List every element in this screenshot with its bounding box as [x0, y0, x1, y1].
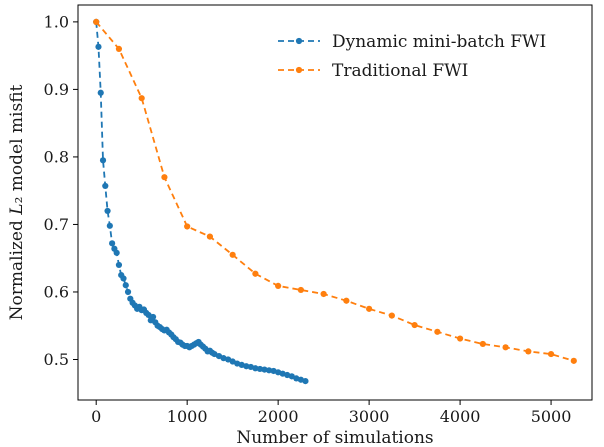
data-point-dynamic — [122, 282, 129, 289]
legend-label-dynamic: Dynamic mini-batch FWI — [332, 32, 546, 52]
y-tick-label: 0.8 — [44, 147, 69, 166]
legend-item-dynamic: Dynamic mini-batch FWI — [278, 32, 546, 52]
data-point-traditional — [547, 350, 555, 358]
legend-marker-dynamic — [295, 37, 303, 45]
legend-item-traditional: Traditional FWI — [278, 61, 468, 81]
x-tick-label: 3000 — [349, 407, 390, 426]
y-tick-label: 0.7 — [44, 215, 69, 234]
data-point-dynamic — [256, 365, 264, 373]
data-point-traditional — [343, 297, 350, 304]
y-tick-label: 1.0 — [44, 12, 69, 31]
data-point-traditional — [525, 348, 532, 355]
data-point-dynamic — [120, 275, 127, 282]
plot-frame — [77, 4, 593, 401]
y-tick-label: 0.6 — [44, 282, 69, 301]
data-point-traditional — [184, 223, 191, 230]
data-point-dynamic — [124, 288, 132, 296]
data-point-traditional — [115, 45, 123, 52]
legend: Dynamic mini-batch FWI Traditional FWI — [278, 32, 546, 81]
data-point-dynamic — [109, 240, 116, 247]
data-point-traditional — [456, 335, 464, 342]
data-point-dynamic — [99, 157, 107, 164]
data-point-traditional — [434, 328, 441, 335]
data-point-dynamic — [104, 207, 111, 215]
data-point-dynamic — [106, 222, 113, 229]
data-point-traditional — [570, 357, 577, 364]
data-point-traditional — [320, 290, 327, 298]
data-point-dynamic — [243, 363, 250, 370]
x-axis-title: Number of simulations — [236, 428, 433, 447]
x-tick-label: 1000 — [167, 407, 208, 426]
legend-marker-traditional — [295, 66, 303, 74]
data-point-traditional — [161, 174, 168, 181]
series-line-traditional — [95, 21, 575, 362]
data-point-dynamic — [95, 43, 102, 50]
x-tick-label: 0 — [91, 407, 101, 426]
data-point-dynamic — [115, 261, 123, 269]
y-tick-label: 0.5 — [44, 350, 69, 369]
data-point-traditional — [297, 286, 304, 294]
data-point-dynamic — [149, 313, 157, 321]
data-point-traditional — [479, 340, 486, 348]
data-point-traditional — [138, 95, 145, 102]
y-tick-label: 0.9 — [44, 80, 69, 99]
data-point-dynamic — [113, 249, 120, 256]
y-axis-title: Normalized L₂ model misfit — [7, 84, 27, 320]
legend-label-traditional: Traditional FWI — [332, 61, 468, 81]
x-tick-label: 4000 — [440, 407, 481, 426]
data-point-traditional — [206, 233, 214, 240]
data-point-traditional — [388, 312, 395, 319]
data-point-traditional — [411, 321, 418, 329]
data-point-traditional — [252, 270, 259, 277]
y-axis: 0.5 0.6 0.7 0.8 0.9 1.0 — [44, 12, 78, 369]
x-tick-label: 2000 — [258, 407, 299, 426]
data-point-dynamic — [265, 367, 273, 374]
data-point-dynamic — [302, 377, 309, 385]
x-axis: 0 1000 2000 3000 4000 5000 — [91, 400, 571, 426]
data-point-traditional — [502, 344, 509, 351]
data-point-dynamic — [102, 182, 109, 190]
data-point-dynamic — [261, 366, 268, 373]
data-point-traditional — [366, 305, 373, 312]
x-tick-label: 5000 — [531, 407, 572, 426]
data-point-traditional — [93, 18, 100, 25]
data-point-dynamic — [97, 89, 104, 96]
data-point-dynamic — [252, 365, 259, 372]
series-line-dynamic — [95, 21, 306, 382]
series-layer — [93, 18, 577, 385]
data-point-traditional — [229, 251, 236, 258]
data-point-traditional — [275, 282, 282, 289]
